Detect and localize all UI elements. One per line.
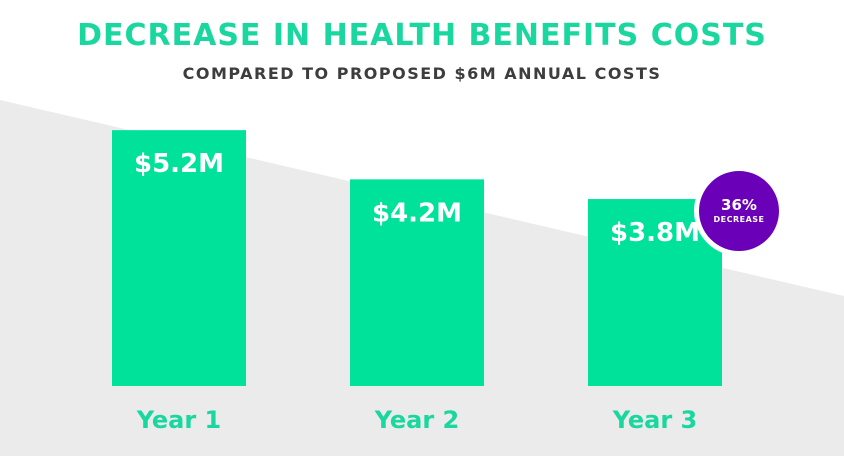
bar-value-label-3: $3.8M <box>610 218 700 248</box>
bar-value-label-1: $5.2M <box>134 149 224 179</box>
bar-1 <box>112 130 246 386</box>
bar-2 <box>350 179 484 386</box>
category-label-1: Year 1 <box>136 406 222 434</box>
decrease-badge: 36% DECREASE <box>694 166 784 256</box>
category-label-2: Year 2 <box>374 406 460 434</box>
category-label-3: Year 3 <box>612 406 698 434</box>
chart-subtitle: COMPARED TO PROPOSED $6M ANNUAL COSTS <box>182 64 662 83</box>
bar-value-label-2: $4.2M <box>372 198 462 228</box>
chart-title: DECREASE IN HEALTH BENEFITS COSTS <box>77 18 767 53</box>
decrease-badge-value: 36% <box>721 196 757 214</box>
decrease-badge-label: DECREASE <box>713 215 765 224</box>
